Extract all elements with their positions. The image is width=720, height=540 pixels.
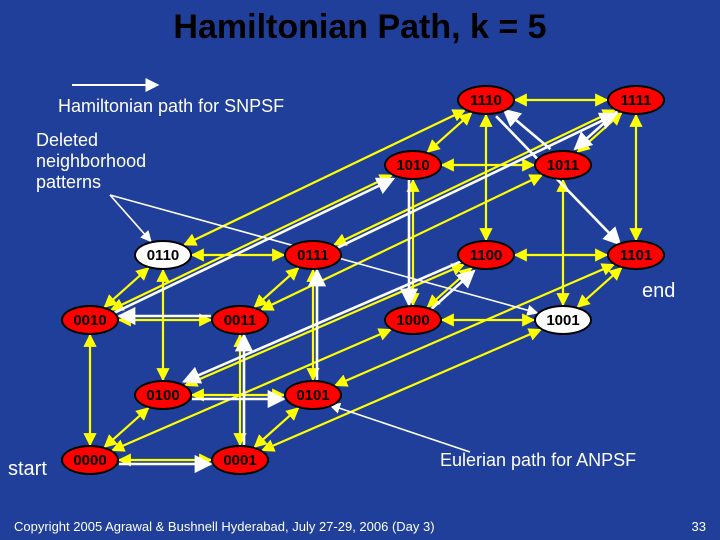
eulerian-pointer [330, 405, 470, 452]
node-1111: 1111 [607, 85, 665, 115]
node-label: 1100 [470, 247, 503, 264]
hypercube-edge [428, 113, 472, 152]
node-label: 1110 [470, 92, 502, 109]
hypercube-edge [255, 408, 299, 447]
slide-title: Hamiltonian Path, k = 5 [0, 8, 720, 47]
footer-copyright: Copyright 2005 Agrawal & Bushnell Hydera… [14, 519, 435, 534]
deleted-pointer [110, 195, 151, 241]
node-label: 0110 [147, 247, 180, 264]
hypercube-edge [428, 268, 472, 307]
hypercube-edge [105, 408, 149, 447]
node-1101: 1101 [607, 240, 665, 270]
node-label: 1000 [396, 312, 429, 329]
footer-page-number: 33 [692, 519, 706, 534]
node-1000: 1000 [384, 305, 442, 335]
node-1100: 1100 [457, 240, 515, 270]
node-label: 1001 [546, 312, 579, 329]
hamiltonian-edge [336, 114, 616, 249]
node-1011: 1011 [534, 150, 592, 180]
node-label: 1101 [620, 247, 653, 264]
node-1110: 1110 [457, 85, 515, 115]
node-label: 1010 [396, 157, 429, 174]
hamiltonian-edge [430, 271, 474, 310]
slide-root: Hamiltonian Path, k = 5 1000 1001 1010 1011… [0, 0, 720, 540]
hypercube-edge [578, 268, 622, 307]
node-0011: 0011 [211, 305, 269, 335]
footer: Copyright 2005 Agrawal & Bushnell Hydera… [14, 519, 706, 534]
node-label: 0011 [224, 312, 257, 329]
node-label: 0010 [73, 312, 106, 329]
hamiltonian-edge [575, 110, 619, 149]
node-0111: 0111 [284, 240, 342, 270]
node-0000: 0000 [61, 445, 119, 475]
hypercube-edge [255, 268, 299, 307]
node-label: 0101 [296, 387, 329, 404]
node-label: 0111 [297, 247, 329, 264]
node-0110: 0110 [134, 240, 192, 270]
node-label: 0100 [146, 387, 179, 404]
start-label: start [8, 458, 47, 481]
legend-hamiltonian: Hamiltonian path for SNPSF [58, 96, 284, 117]
hypercube-edge [578, 113, 622, 152]
node-label: 0000 [73, 452, 106, 469]
hypercube-edge [105, 268, 149, 307]
node-1010: 1010 [384, 150, 442, 180]
node-label: 1111 [621, 92, 652, 109]
hamiltonian-edge [496, 116, 620, 244]
node-1001: 1001 [534, 305, 592, 335]
node-label: 1011 [547, 157, 580, 174]
end-label: end [642, 280, 675, 303]
node-0101: 0101 [284, 380, 342, 410]
node-0100: 0100 [134, 380, 192, 410]
node-label: 0001 [223, 452, 256, 469]
node-0001: 0001 [211, 445, 269, 475]
hamiltonian-edge [504, 110, 551, 149]
eulerian-label: Eulerian path for ANPSF [440, 450, 636, 471]
node-0010: 0010 [61, 305, 119, 335]
legend-deleted: Deleted neighborhood patterns [36, 130, 146, 193]
